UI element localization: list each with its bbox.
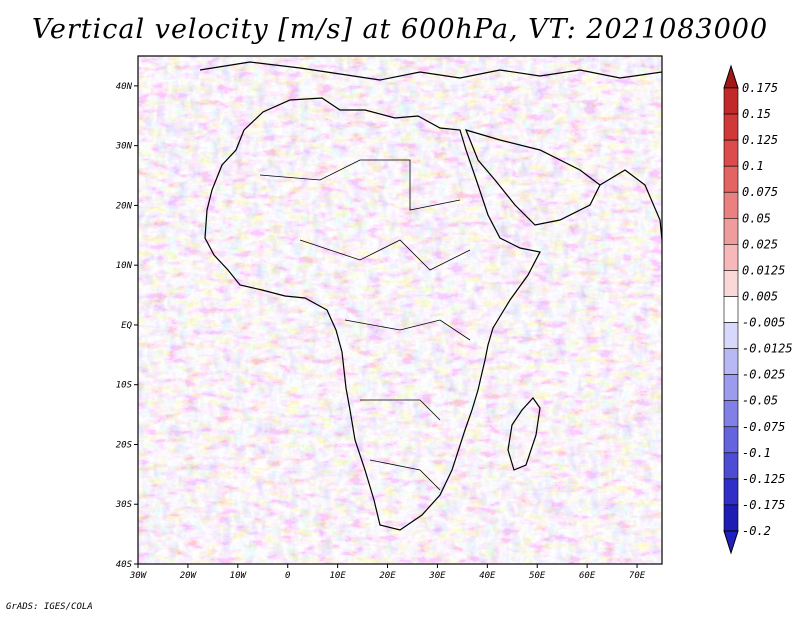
lon-tick-label: 10E: [329, 571, 346, 581]
lat-tick-label: EQ: [121, 321, 132, 331]
colorbar-label: -0.0125: [742, 342, 793, 356]
arabia-coastline: [464, 129, 601, 226]
lat-tick-label: 30N: [115, 142, 133, 152]
lon-tick-label: 60E: [579, 571, 596, 581]
colorbar-cell: [723, 322, 739, 349]
colorbar-label: -0.2: [742, 524, 771, 538]
lon-tick-label: 70E: [629, 571, 646, 581]
asia-coastline: [599, 169, 662, 241]
colorbar-label: -0.175: [742, 498, 785, 512]
colorbar-label: 0.1: [742, 159, 764, 173]
lon-tick-label: 30W: [129, 571, 148, 581]
lat-tick-label: 20N: [116, 201, 133, 211]
colorbar-max-arrow: [723, 64, 739, 89]
colorbar-cell: [723, 452, 739, 480]
colorbar-label: -0.075: [742, 420, 785, 434]
colorbar-cell: [723, 139, 739, 167]
colorbar-cell: [723, 374, 739, 402]
colorbar: 0.175 0.15 0.125 0.1 0.075 0.05 0.025 0.0125 0.0…: [723, 64, 793, 555]
colorbar-cell: [723, 426, 739, 454]
lat-tick-label: 10S: [116, 381, 133, 391]
lon-tick-label: 30E: [428, 571, 446, 581]
colorbar-cell: [723, 113, 739, 141]
coastlines: [199, 61, 662, 531]
colorbar-label: 0.075: [742, 185, 778, 199]
colorbar-label: -0.025: [742, 368, 785, 382]
lon-tick-label: 20W: [180, 571, 198, 581]
border-lines: [259, 159, 471, 491]
vertical-velocity-field: [138, 56, 662, 564]
colorbar-cell: [723, 348, 739, 375]
latitude-axis: 40N 30N 20N 10N EQ 10S 20S 30S 40S: [115, 82, 138, 570]
colorbar-cell: [723, 191, 739, 219]
colorbar-min-arrow: [723, 530, 739, 555]
colorbar-cell: [723, 87, 739, 115]
colorbar-cell: [723, 217, 739, 245]
colorbar-cell: [723, 504, 739, 532]
africa-coastline: [204, 97, 541, 531]
colorbar-label: -0.1: [742, 446, 771, 460]
lon-tick-label: 0: [285, 571, 290, 581]
colorbar-label: 0.05: [742, 211, 771, 225]
colorbar-label: 0.0125: [742, 263, 785, 277]
lat-tick-label: 10N: [116, 261, 133, 271]
colorbar-cell: [723, 270, 739, 297]
colorbar-label: 0.125: [742, 133, 778, 147]
map-frame: [137, 55, 663, 565]
colorbar-cell: [723, 165, 739, 193]
colorbar-cell: [723, 400, 739, 428]
colorbar-label: 0.005: [742, 289, 778, 303]
lat-tick-label: 40N: [116, 82, 133, 92]
lon-tick-label: 10W: [230, 571, 248, 581]
longitude-axis: 30W 20W 10W 0 10E 20E 30E 40E 50E 60E 70E: [129, 564, 646, 581]
lat-tick-label: 40S: [116, 560, 133, 570]
colorbar-label: 0.025: [742, 237, 778, 251]
colorbar-label: -0.125: [742, 472, 785, 486]
colorbar-cell: [723, 296, 739, 323]
figure-title: Vertical velocity [m/s] at 600hPa, VT: 2…: [31, 14, 769, 45]
colorbar-label: -0.05: [742, 394, 778, 408]
colorbar-cell: [723, 478, 739, 506]
lat-tick-label: 30S: [115, 500, 133, 510]
colorbar-label: 0.15: [742, 107, 771, 121]
colorbar-label: 0.175: [742, 81, 778, 95]
madagascar-coastline: [507, 397, 541, 471]
colorbar-label: -0.005: [742, 316, 785, 330]
grads-credit: GrADS: IGES/COLA: [6, 602, 93, 612]
lat-tick-label: 20S: [116, 440, 133, 450]
lon-tick-label: 50E: [529, 571, 546, 581]
europe-coastline: [199, 61, 662, 81]
lon-tick-label: 20E: [379, 571, 396, 581]
lon-tick-label: 40E: [479, 571, 496, 581]
colorbar-cell: [723, 244, 739, 271]
